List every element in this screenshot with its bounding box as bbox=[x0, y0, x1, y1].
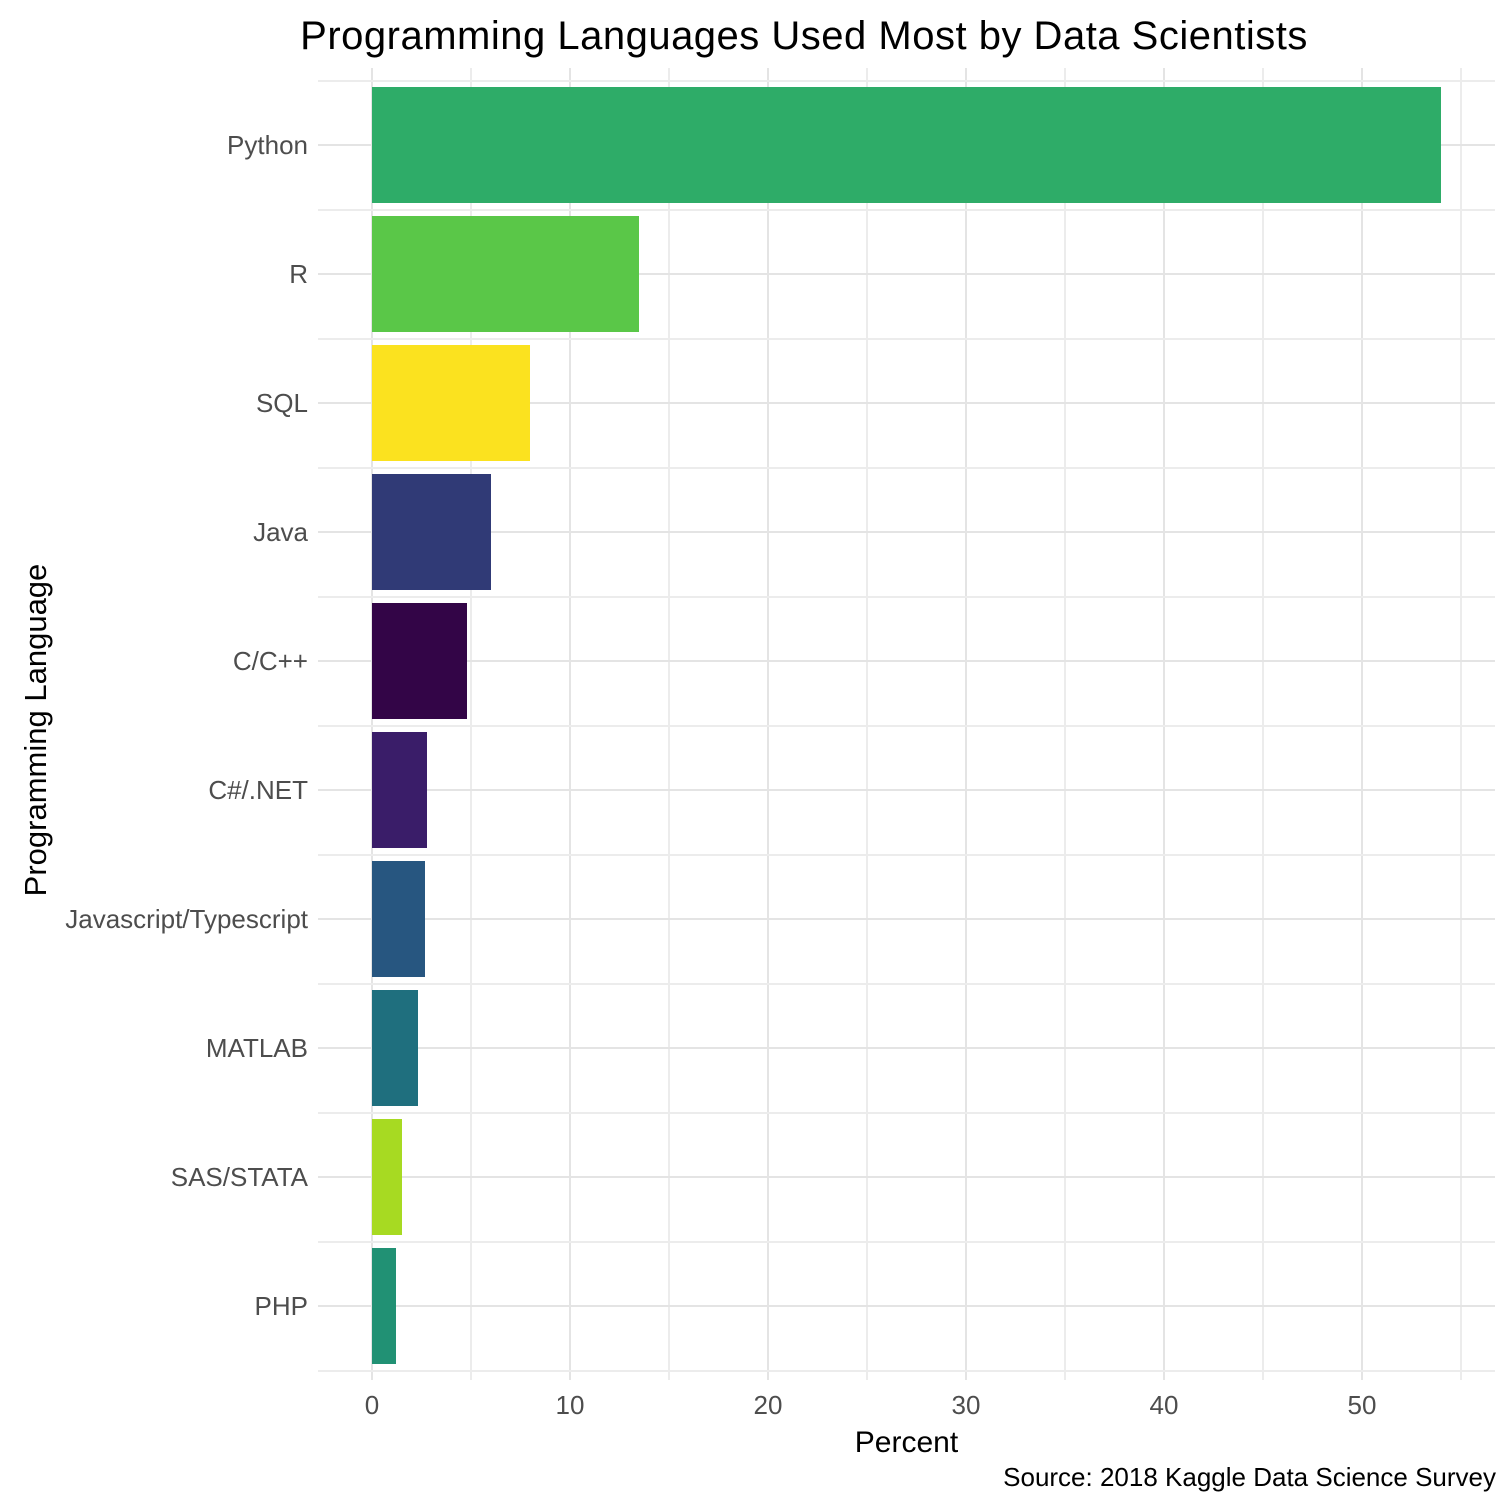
gridline-x-major bbox=[371, 68, 373, 1380]
gridline-x-minor bbox=[1064, 68, 1066, 1380]
gridline-y-major bbox=[318, 789, 1495, 792]
gridline-x-major bbox=[767, 68, 769, 1380]
plot-panel bbox=[318, 68, 1495, 1380]
gridline-y-major bbox=[318, 531, 1495, 534]
y-tick-label: MATLAB bbox=[205, 1033, 308, 1064]
bar-sql bbox=[372, 345, 531, 462]
bar-php bbox=[372, 1248, 396, 1365]
gridline-x-minor bbox=[1460, 68, 1462, 1380]
x-axis-title: Percent bbox=[854, 1426, 959, 1459]
bar-python bbox=[372, 87, 1442, 204]
y-tick-label: C#/.NET bbox=[208, 775, 308, 806]
x-tick-label: 0 bbox=[364, 1390, 380, 1420]
y-tick-label: R bbox=[289, 259, 308, 290]
gridline-x-minor bbox=[668, 68, 670, 1380]
x-tick-label: 40 bbox=[1149, 1390, 1179, 1420]
bar-sas-stata bbox=[372, 1119, 402, 1236]
gridline-y-major bbox=[318, 660, 1495, 663]
gridline-y-minor bbox=[318, 853, 1495, 856]
chart-title: Programming Languages Used Most by Data … bbox=[300, 14, 1308, 58]
gridline-y-major bbox=[318, 1176, 1495, 1179]
gridline-x-major bbox=[1163, 68, 1165, 1380]
gridline-x-major bbox=[569, 68, 571, 1380]
gridline-y-major bbox=[318, 918, 1495, 921]
gridline-x-minor bbox=[470, 68, 472, 1380]
bar-javascript-typescript bbox=[372, 861, 426, 978]
y-tick-label: C/C++ bbox=[232, 646, 308, 677]
y-tick-label: SAS/STATA bbox=[170, 1162, 308, 1193]
y-tick-label: SQL bbox=[255, 388, 308, 419]
gridline-y-minor bbox=[318, 1111, 1495, 1114]
bar-java bbox=[372, 474, 491, 591]
gridline-y-major bbox=[318, 1305, 1495, 1308]
y-tick-label: Python bbox=[227, 130, 308, 161]
gridline-y-minor bbox=[318, 982, 1495, 985]
gridline-y-minor bbox=[318, 595, 1495, 598]
gridline-x-minor bbox=[866, 68, 868, 1380]
gridline-x-major bbox=[1361, 68, 1363, 1380]
y-axis-labels: Python R SQL Java C/C++ C#/.NET Javascript/Typ… bbox=[0, 68, 308, 1380]
x-tick-label: 50 bbox=[1347, 1390, 1377, 1420]
gridline-y-minor bbox=[318, 337, 1495, 340]
gridline-y-minor bbox=[318, 79, 1495, 82]
y-axis-title: Programming Language bbox=[18, 563, 53, 897]
x-tick-label: 10 bbox=[555, 1390, 585, 1420]
bar-c-c- bbox=[372, 603, 468, 720]
y-tick-label: PHP bbox=[254, 1291, 308, 1322]
bar-matlab bbox=[372, 990, 418, 1107]
gridline-y-major bbox=[318, 1047, 1495, 1050]
source-caption: Source: 2018 Kaggle Data Science Survey bbox=[1003, 1462, 1496, 1492]
x-tick-label: 30 bbox=[951, 1390, 981, 1420]
bar-r bbox=[372, 216, 640, 333]
gridline-x-minor bbox=[1262, 68, 1264, 1380]
x-tick-label: 20 bbox=[753, 1390, 783, 1420]
gridline-y-minor bbox=[318, 1240, 1495, 1243]
gridline-y-minor bbox=[318, 724, 1495, 727]
x-axis-labels: 0 10 20 30 40 50 bbox=[318, 1390, 1495, 1424]
bar-c-net bbox=[372, 732, 428, 849]
gridline-y-major bbox=[318, 273, 1495, 276]
gridline-y-minor bbox=[318, 466, 1495, 469]
y-tick-label: Javascript/Typescript bbox=[65, 904, 308, 935]
gridline-y-minor bbox=[318, 1369, 1495, 1372]
gridline-x-major bbox=[965, 68, 967, 1380]
y-tick-label: Java bbox=[253, 517, 308, 548]
gridline-y-major bbox=[318, 402, 1495, 405]
gridline-y-minor bbox=[318, 208, 1495, 211]
